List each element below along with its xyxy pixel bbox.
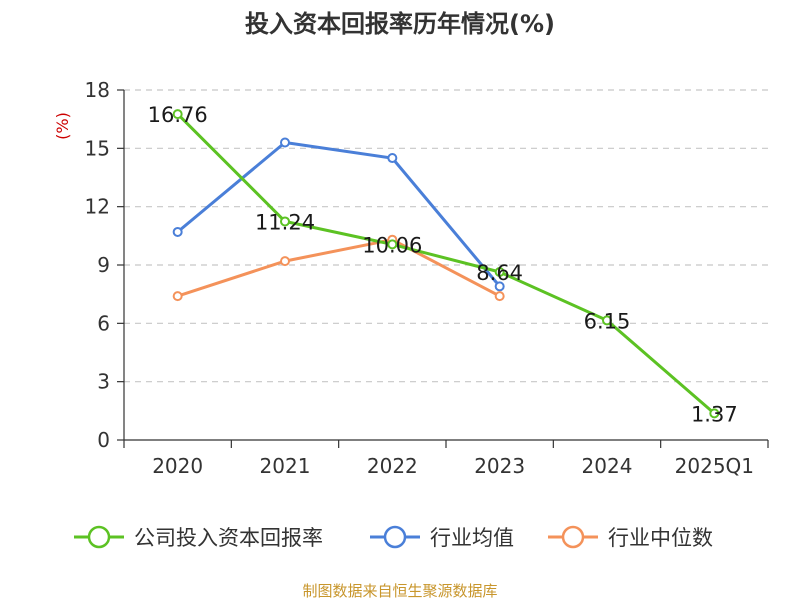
data-point[interactable] [602,315,612,326]
data-label: 6.15 [584,309,631,333]
series-line-1 [176,141,501,288]
data-point[interactable] [280,137,290,148]
y-tick-label: 6 [97,311,110,335]
data-label: 16.76 [148,103,208,127]
data-point[interactable] [494,291,505,302]
series-layer [172,109,720,419]
data-labels: 16.76 11.24 10.06 8.64 6.15 1.37 [148,103,738,426]
data-point[interactable] [172,109,183,120]
legend-swatch-marker [87,525,111,549]
legend-swatch-marker [561,525,585,549]
chart-title: 投入资本回报率历年情况(%) [245,10,555,38]
y-tick-label: 3 [97,370,110,394]
series-line-0 [176,113,716,415]
legend-item-0[interactable]: 公司投入资本回报率 [74,525,323,550]
legend[interactable]: 公司投入资本回报率 行业均值 行业中位数 [74,525,713,550]
legend-label: 行业均值 [430,526,514,550]
data-label: 10.06 [362,233,422,257]
axes: 0 3 6 9 12 15 18 2020 2021 2022 2023 2024 2025Q1 [85,78,769,478]
x-tick-label: 2021 [260,454,311,478]
data-point[interactable] [709,408,720,419]
x-tick-label: 2020 [152,454,203,478]
y-axis-unit-label: (%) [53,112,72,140]
data-label: 1.37 [691,402,738,426]
data-point[interactable] [280,216,290,227]
y-tick-label: 12 [85,195,110,219]
series-line-2 [177,238,501,298]
data-point[interactable] [494,281,505,292]
data-point[interactable] [494,267,505,277]
source-note: 制图数据来自恒生聚源数据库 [302,582,497,600]
y-tick-label: 18 [85,78,110,102]
legend-item-2[interactable]: 行业中位数 [548,525,713,550]
legend-swatch-marker [383,525,407,549]
y-tick-label: 0 [97,428,110,452]
x-tick-label: 2024 [582,454,633,478]
data-label: 8.64 [476,261,523,285]
x-tick-label: 2022 [367,454,418,478]
y-tick-label: 15 [85,136,110,160]
data-point[interactable] [172,291,183,302]
legend-label: 行业中位数 [608,526,713,550]
legend-label: 公司投入资本回报率 [134,526,323,550]
x-tick-label: 2023 [474,454,525,478]
data-label: 11.24 [255,210,315,234]
data-point[interactable] [387,239,398,250]
x-tick-label: 2025Q1 [675,454,754,478]
grid-lines [124,89,768,383]
legend-item-1[interactable]: 行业均值 [370,525,514,550]
data-point[interactable] [280,256,290,267]
data-point[interactable] [387,153,398,164]
y-tick-label: 9 [97,253,110,277]
data-point[interactable] [172,226,183,237]
